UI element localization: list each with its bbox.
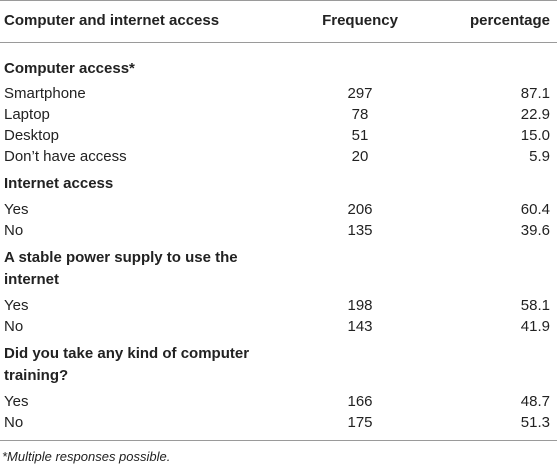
row-percentage: 22.9 [520, 106, 550, 123]
row-frequency: 206 [347, 201, 373, 218]
table-footnote: *Multiple responses possible. [2, 449, 171, 464]
section-title-line: training? [4, 367, 69, 384]
row-frequency: 166 [347, 393, 373, 410]
table-top-rule [0, 0, 557, 1]
row-percentage: 58.1 [520, 297, 550, 314]
section-title-line: Did you take any kind of computer [4, 345, 250, 362]
row-percentage: 48.7 [520, 393, 550, 410]
row-label: Smartphone [4, 85, 86, 102]
table-bottom-rule [0, 440, 557, 441]
section-title-line: A stable power supply to use the [4, 249, 238, 266]
row-label: No [4, 222, 24, 239]
row-frequency: 175 [347, 414, 373, 431]
column-header-access: Computer and internet access [4, 12, 220, 29]
row-label: Yes [4, 201, 29, 218]
section-title-power-supply: A stable power supply to use the interne… [4, 247, 294, 291]
row-percentage: 39.6 [520, 222, 550, 239]
row-frequency: 143 [347, 318, 373, 335]
row-frequency: 135 [347, 222, 373, 239]
table-header-rule [0, 42, 557, 43]
row-label: Don’t have access [4, 148, 127, 165]
row-frequency: 198 [347, 297, 373, 314]
row-frequency: 51 [351, 127, 369, 144]
section-title-line: internet [4, 271, 60, 288]
row-frequency: 20 [351, 148, 369, 165]
section-title-computer-access: Computer access* [4, 60, 135, 77]
row-label: Laptop [4, 106, 50, 123]
row-percentage: 5.9 [529, 148, 550, 165]
row-percentage: 60.4 [520, 201, 550, 218]
row-percentage: 41.9 [520, 318, 550, 335]
row-label: No [4, 318, 24, 335]
column-header-frequency: Frequency [322, 12, 398, 29]
row-label: No [4, 414, 24, 431]
row-percentage: 87.1 [520, 85, 550, 102]
row-frequency: 297 [347, 85, 373, 102]
row-frequency: 78 [351, 106, 369, 123]
column-header-percentage: percentage [469, 12, 550, 29]
section-title-computer-training: Did you take any kind of computer traini… [4, 343, 294, 387]
row-percentage: 15.0 [520, 127, 550, 144]
row-label: Desktop [4, 127, 60, 144]
row-percentage: 51.3 [520, 414, 550, 431]
section-title-internet-access: Internet access [4, 175, 114, 192]
row-label: Yes [4, 297, 29, 314]
row-label: Yes [4, 393, 29, 410]
